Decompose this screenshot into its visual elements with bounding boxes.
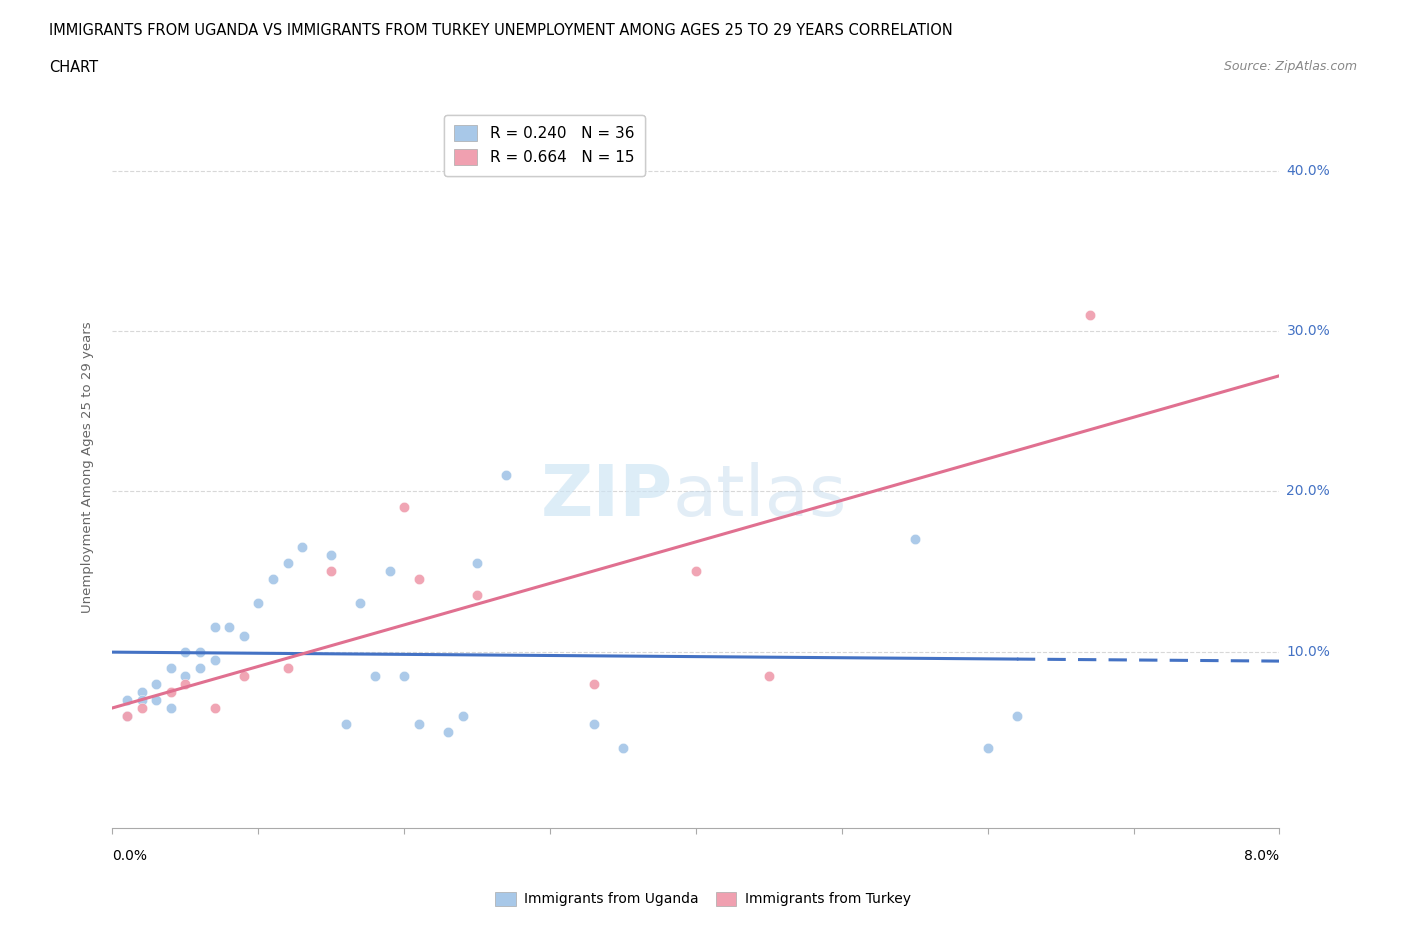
- Text: CHART: CHART: [49, 60, 98, 75]
- Point: [364, 668, 387, 683]
- Point: [408, 572, 430, 587]
- Text: Source: ZipAtlas.com: Source: ZipAtlas.com: [1223, 60, 1357, 73]
- Point: [612, 740, 634, 755]
- Point: [174, 644, 197, 659]
- Point: [291, 540, 314, 555]
- Point: [232, 668, 254, 683]
- Point: [188, 644, 211, 659]
- Point: [582, 716, 605, 731]
- Point: [582, 676, 605, 691]
- Point: [262, 572, 284, 587]
- Point: [174, 676, 197, 691]
- Text: IMMIGRANTS FROM UGANDA VS IMMIGRANTS FROM TURKEY UNEMPLOYMENT AMONG AGES 25 TO 2: IMMIGRANTS FROM UGANDA VS IMMIGRANTS FRO…: [49, 23, 953, 38]
- Text: 8.0%: 8.0%: [1244, 849, 1279, 863]
- Point: [495, 468, 517, 483]
- Point: [378, 564, 401, 578]
- Point: [204, 652, 226, 667]
- Point: [160, 684, 183, 699]
- Text: 20.0%: 20.0%: [1286, 485, 1330, 498]
- Point: [276, 660, 298, 675]
- Point: [131, 700, 153, 715]
- Point: [145, 676, 167, 691]
- Text: 10.0%: 10.0%: [1286, 644, 1330, 658]
- Point: [218, 620, 240, 635]
- Point: [685, 564, 707, 578]
- Point: [1078, 308, 1101, 323]
- Point: [160, 660, 183, 675]
- Point: [232, 628, 254, 643]
- Legend: Immigrants from Uganda, Immigrants from Turkey: Immigrants from Uganda, Immigrants from …: [489, 886, 917, 912]
- Text: 30.0%: 30.0%: [1286, 325, 1330, 339]
- Point: [321, 548, 343, 563]
- Point: [131, 684, 153, 699]
- Point: [160, 700, 183, 715]
- Point: [247, 596, 270, 611]
- Point: [349, 596, 371, 611]
- Point: [758, 668, 780, 683]
- Text: ZIP: ZIP: [540, 461, 672, 531]
- Point: [904, 532, 927, 547]
- Point: [465, 556, 488, 571]
- Point: [392, 500, 416, 515]
- Text: 40.0%: 40.0%: [1286, 164, 1330, 178]
- Point: [115, 692, 138, 707]
- Text: atlas: atlas: [672, 461, 846, 531]
- Point: [115, 708, 138, 723]
- Point: [204, 700, 226, 715]
- Point: [1005, 708, 1028, 723]
- Y-axis label: Unemployment Among Ages 25 to 29 years: Unemployment Among Ages 25 to 29 years: [82, 322, 94, 613]
- Point: [408, 716, 430, 731]
- Point: [204, 620, 226, 635]
- Point: [976, 740, 998, 755]
- Point: [321, 564, 343, 578]
- Text: 0.0%: 0.0%: [112, 849, 148, 863]
- Point: [451, 708, 474, 723]
- Point: [465, 588, 488, 603]
- Legend: R = 0.240   N = 36, R = 0.664   N = 15: R = 0.240 N = 36, R = 0.664 N = 15: [444, 114, 645, 176]
- Point: [174, 668, 197, 683]
- Point: [188, 660, 211, 675]
- Point: [335, 716, 357, 731]
- Point: [392, 668, 416, 683]
- Point: [145, 692, 167, 707]
- Point: [115, 708, 138, 723]
- Point: [437, 724, 460, 739]
- Point: [276, 556, 298, 571]
- Point: [131, 692, 153, 707]
